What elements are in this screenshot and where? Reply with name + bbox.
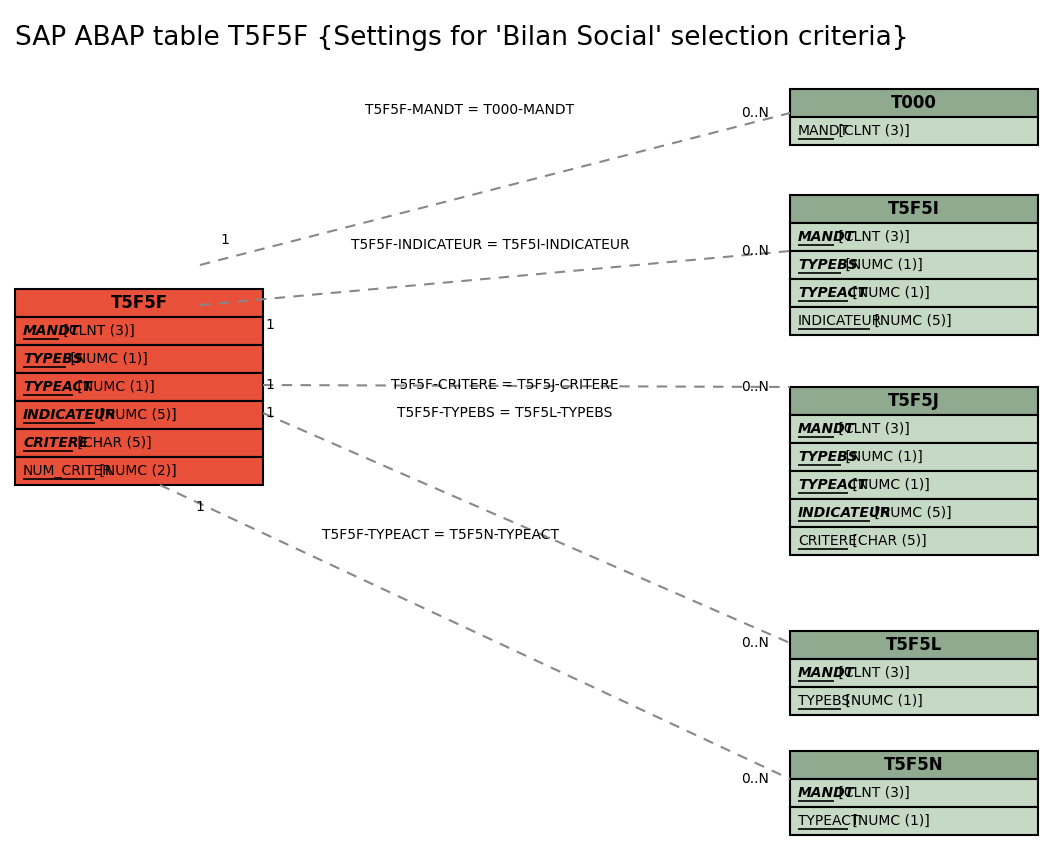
Text: TYPEBS: TYPEBS: [798, 694, 850, 708]
Text: [CLNT (3)]: [CLNT (3)]: [834, 124, 910, 138]
Text: T5F5L: T5F5L: [886, 636, 942, 654]
Text: MANDT: MANDT: [798, 230, 855, 244]
Text: T5F5N: T5F5N: [885, 756, 944, 774]
Bar: [790, 631, 1038, 659]
Bar: [15, 373, 263, 401]
Text: TYPEBS: TYPEBS: [798, 258, 857, 272]
Bar: [790, 471, 1038, 499]
Text: T5F5J: T5F5J: [888, 392, 940, 410]
Text: MANDT: MANDT: [798, 786, 855, 800]
Text: NUM_CRITER: NUM_CRITER: [23, 464, 113, 478]
Bar: [790, 527, 1038, 555]
Bar: [790, 415, 1038, 443]
Text: [NUMC (1)]: [NUMC (1)]: [841, 450, 923, 464]
Bar: [15, 345, 263, 373]
Text: CRITERE: CRITERE: [23, 436, 88, 450]
Text: TYPEACT: TYPEACT: [798, 814, 859, 828]
Text: 1: 1: [265, 406, 275, 420]
Text: [NUMC (1)]: [NUMC (1)]: [67, 352, 148, 366]
Text: [CHAR (5)]: [CHAR (5)]: [73, 436, 152, 450]
Text: [NUMC (1)]: [NUMC (1)]: [849, 286, 930, 300]
Bar: [790, 659, 1038, 687]
Text: TYPEACT: TYPEACT: [798, 286, 867, 300]
Text: TYPEBS: TYPEBS: [23, 352, 82, 366]
Bar: [790, 687, 1038, 715]
Text: [CLNT (3)]: [CLNT (3)]: [834, 422, 910, 436]
Text: [NUMC (1)]: [NUMC (1)]: [849, 478, 930, 492]
Text: [NUMC (2)]: [NUMC (2)]: [95, 464, 177, 478]
Text: [NUMC (1)]: [NUMC (1)]: [849, 814, 930, 828]
Text: TYPEACT: TYPEACT: [23, 380, 92, 394]
Text: 1: 1: [221, 233, 229, 247]
Bar: [790, 251, 1038, 279]
Text: 1: 1: [265, 318, 275, 332]
Bar: [790, 223, 1038, 251]
Text: 0..N: 0..N: [741, 380, 768, 394]
Text: [CLNT (3)]: [CLNT (3)]: [59, 324, 134, 338]
Text: [NUMC (1)]: [NUMC (1)]: [841, 258, 923, 272]
Text: 1: 1: [196, 500, 204, 514]
Bar: [790, 117, 1038, 145]
Bar: [15, 317, 263, 345]
Text: [NUMC (1)]: [NUMC (1)]: [73, 380, 155, 394]
Bar: [15, 401, 263, 429]
Text: 0..N: 0..N: [741, 636, 768, 650]
Text: [CLNT (3)]: [CLNT (3)]: [834, 786, 910, 800]
Text: INDICATEUR: INDICATEUR: [23, 408, 116, 422]
Text: MANDT: MANDT: [798, 124, 849, 138]
Text: INDICATEUR: INDICATEUR: [798, 506, 892, 520]
Text: 0..N: 0..N: [741, 106, 768, 120]
Text: T000: T000: [891, 94, 937, 112]
Text: T5F5F-CRITERE = T5F5J-CRITERE: T5F5F-CRITERE = T5F5J-CRITERE: [391, 378, 618, 392]
Text: SAP ABAP table T5F5F {Settings for 'Bilan Social' selection criteria}: SAP ABAP table T5F5F {Settings for 'Bila…: [15, 25, 909, 51]
Text: [CLNT (3)]: [CLNT (3)]: [834, 666, 910, 680]
Bar: [15, 429, 263, 457]
Text: T5F5F: T5F5F: [110, 294, 168, 312]
Bar: [790, 499, 1038, 527]
Text: 0..N: 0..N: [741, 244, 768, 258]
Bar: [790, 779, 1038, 807]
Bar: [790, 279, 1038, 307]
Text: [CLNT (3)]: [CLNT (3)]: [834, 230, 910, 244]
Bar: [790, 387, 1038, 415]
Bar: [790, 195, 1038, 223]
Text: T5F5F-TYPEBS = T5F5L-TYPEBS: T5F5F-TYPEBS = T5F5L-TYPEBS: [397, 406, 613, 420]
Text: [NUMC (5)]: [NUMC (5)]: [95, 408, 177, 422]
Text: TYPEBS: TYPEBS: [798, 450, 857, 464]
Text: INDICATEUR: INDICATEUR: [798, 314, 883, 328]
Text: MANDT: MANDT: [23, 324, 80, 338]
Text: T5F5F-INDICATEUR = T5F5I-INDICATEUR: T5F5F-INDICATEUR = T5F5I-INDICATEUR: [351, 238, 629, 252]
Text: T5F5F-TYPEACT = T5F5N-TYPEACT: T5F5F-TYPEACT = T5F5N-TYPEACT: [321, 528, 558, 542]
Text: [NUMC (5)]: [NUMC (5)]: [870, 314, 951, 328]
Bar: [790, 751, 1038, 779]
Bar: [15, 289, 263, 317]
Bar: [15, 457, 263, 485]
Bar: [790, 443, 1038, 471]
Text: T5F5F-MANDT = T000-MANDT: T5F5F-MANDT = T000-MANDT: [366, 103, 575, 117]
Text: TYPEACT: TYPEACT: [798, 478, 867, 492]
Text: CRITERE: CRITERE: [798, 534, 857, 548]
Bar: [790, 807, 1038, 835]
Text: 1: 1: [265, 378, 275, 392]
Text: [CHAR (5)]: [CHAR (5)]: [849, 534, 927, 548]
Text: [NUMC (1)]: [NUMC (1)]: [841, 694, 923, 708]
Text: MANDT: MANDT: [798, 422, 855, 436]
Text: [NUMC (5)]: [NUMC (5)]: [870, 506, 951, 520]
Text: 0..N: 0..N: [741, 772, 768, 786]
Bar: [790, 89, 1038, 117]
Bar: [790, 307, 1038, 335]
Text: MANDT: MANDT: [798, 666, 855, 680]
Text: T5F5I: T5F5I: [888, 200, 940, 218]
